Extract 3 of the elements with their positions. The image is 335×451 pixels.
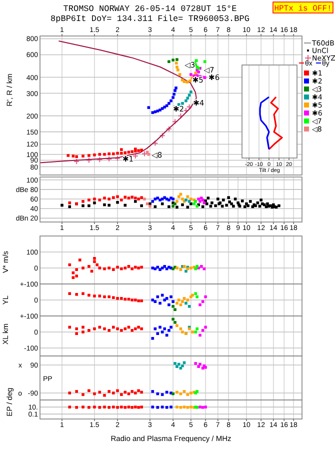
chart-subtitle: 8pBP6It DoY= 134.311 File= TR960053.BPG	[50, 14, 250, 24]
chart-title: TROMSO NORWAY 26-05-14 0728UT 15°E	[63, 4, 237, 14]
text: HPTx is OFF!	[274, 4, 332, 14]
